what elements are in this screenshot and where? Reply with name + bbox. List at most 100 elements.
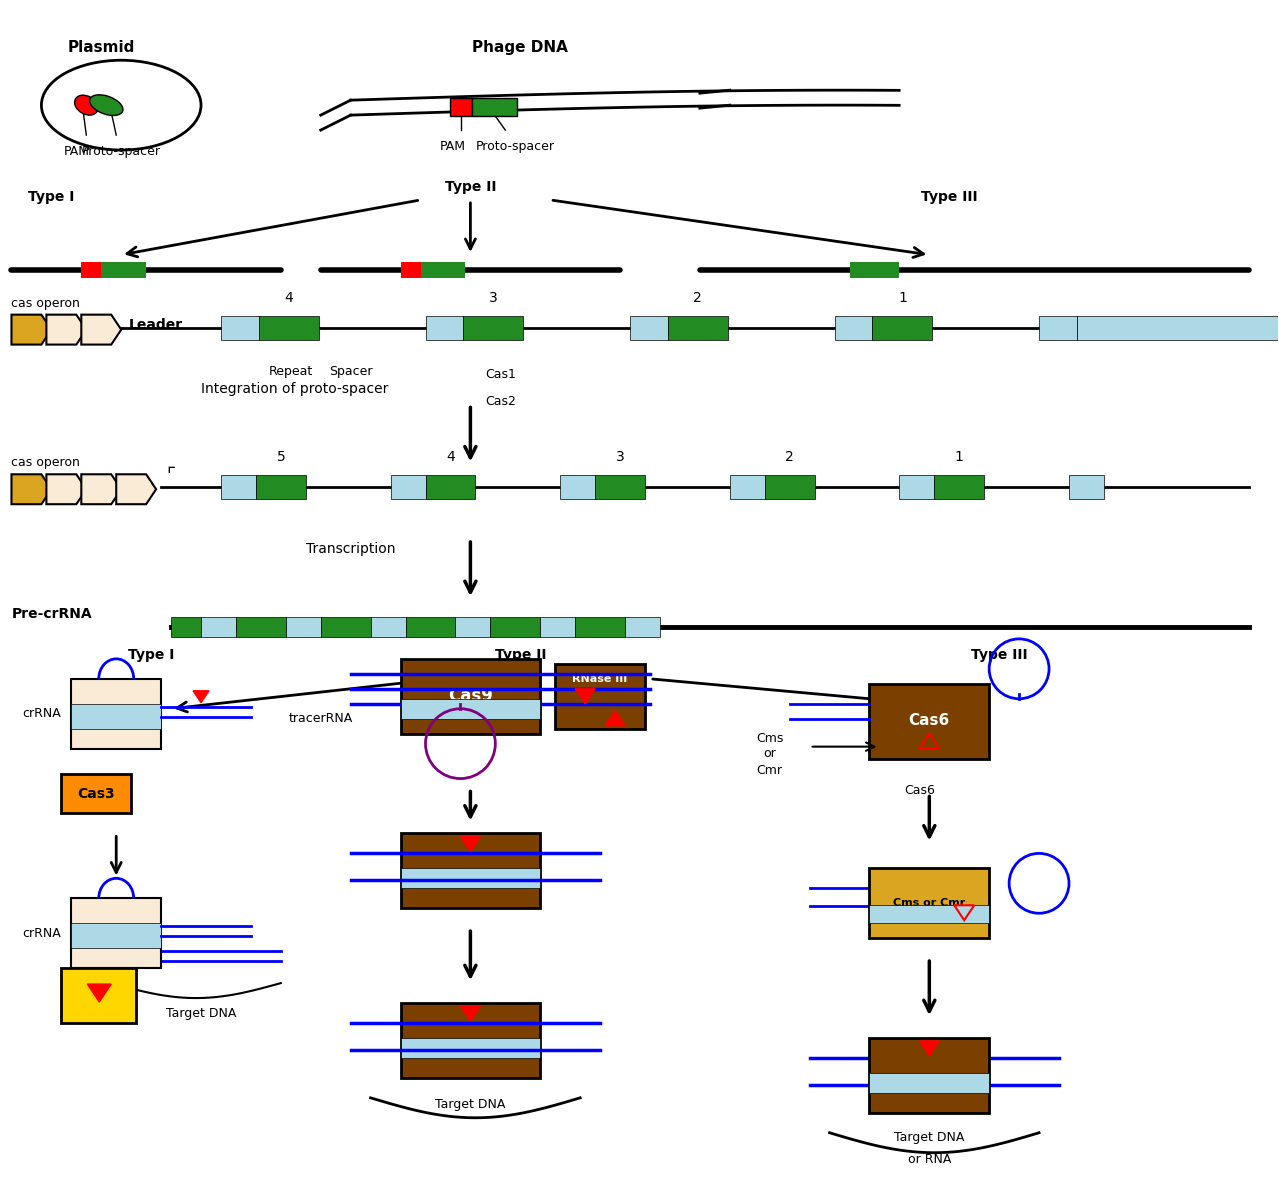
Text: Cas6: Cas6	[908, 713, 950, 728]
Ellipse shape	[74, 95, 98, 115]
Text: Repeat: Repeat	[269, 365, 313, 378]
FancyBboxPatch shape	[426, 315, 463, 340]
FancyBboxPatch shape	[834, 315, 872, 340]
Text: PAM: PAM	[64, 145, 90, 158]
FancyBboxPatch shape	[221, 476, 256, 499]
Text: Leader: Leader	[129, 317, 183, 332]
FancyBboxPatch shape	[72, 704, 161, 729]
FancyBboxPatch shape	[426, 476, 476, 499]
FancyBboxPatch shape	[1077, 315, 1279, 340]
FancyBboxPatch shape	[400, 262, 421, 278]
Polygon shape	[193, 691, 208, 703]
Text: Cms or Cmr: Cms or Cmr	[893, 898, 966, 908]
Text: Type III: Type III	[921, 190, 977, 205]
FancyBboxPatch shape	[540, 617, 576, 637]
Text: Cas6: Cas6	[904, 784, 935, 797]
FancyBboxPatch shape	[400, 659, 540, 734]
FancyBboxPatch shape	[472, 99, 517, 117]
Polygon shape	[82, 474, 122, 504]
FancyBboxPatch shape	[72, 679, 161, 749]
Text: RNase III: RNase III	[573, 674, 628, 684]
Polygon shape	[460, 836, 481, 851]
Text: Cmr: Cmr	[757, 765, 783, 778]
FancyBboxPatch shape	[171, 617, 201, 637]
FancyBboxPatch shape	[631, 315, 668, 340]
Polygon shape	[46, 315, 86, 345]
FancyBboxPatch shape	[400, 1038, 540, 1058]
Text: 1: 1	[898, 290, 907, 304]
FancyBboxPatch shape	[72, 923, 161, 948]
FancyBboxPatch shape	[765, 476, 815, 499]
Polygon shape	[576, 688, 595, 704]
FancyBboxPatch shape	[730, 476, 765, 499]
Text: 4: 4	[446, 451, 455, 465]
FancyBboxPatch shape	[101, 262, 146, 278]
Polygon shape	[87, 984, 111, 1002]
FancyBboxPatch shape	[870, 868, 989, 938]
Text: 5: 5	[276, 451, 285, 465]
Polygon shape	[12, 315, 51, 345]
Polygon shape	[605, 711, 625, 725]
Text: Spacer: Spacer	[329, 365, 372, 378]
FancyBboxPatch shape	[899, 476, 935, 499]
FancyBboxPatch shape	[221, 315, 258, 340]
Text: 2: 2	[785, 451, 794, 465]
FancyBboxPatch shape	[555, 663, 645, 729]
FancyBboxPatch shape	[595, 476, 645, 499]
Text: Type III: Type III	[971, 648, 1027, 662]
FancyBboxPatch shape	[849, 262, 899, 278]
Polygon shape	[46, 474, 86, 504]
Text: Pre-crRNA: Pre-crRNA	[12, 606, 92, 621]
FancyBboxPatch shape	[72, 898, 161, 968]
FancyBboxPatch shape	[400, 699, 540, 718]
Text: 1: 1	[955, 451, 963, 465]
Text: Transcription: Transcription	[306, 542, 395, 556]
Text: Type II: Type II	[445, 180, 496, 194]
Text: Plasmid: Plasmid	[68, 40, 136, 56]
Polygon shape	[460, 1006, 481, 1021]
FancyBboxPatch shape	[61, 968, 136, 1023]
FancyBboxPatch shape	[625, 617, 660, 637]
Text: Cms: Cms	[756, 732, 783, 746]
FancyBboxPatch shape	[201, 617, 235, 637]
Text: cas operon: cas operon	[12, 297, 81, 309]
Polygon shape	[12, 474, 51, 504]
Text: crRNA: crRNA	[23, 707, 61, 721]
Text: Type I: Type I	[128, 648, 174, 662]
FancyBboxPatch shape	[400, 868, 540, 888]
Text: Proto-spacer: Proto-spacer	[476, 140, 555, 153]
FancyBboxPatch shape	[390, 476, 426, 499]
FancyBboxPatch shape	[870, 1072, 989, 1093]
Text: PAM: PAM	[440, 140, 466, 153]
Ellipse shape	[90, 95, 123, 115]
Text: Target DNA: Target DNA	[894, 1131, 964, 1144]
Text: $\ulcorner$: $\ulcorner$	[166, 465, 177, 484]
Text: Proto-spacer: Proto-spacer	[82, 145, 161, 158]
Text: Cas1: Cas1	[485, 369, 517, 380]
Text: Phage DNA: Phage DNA	[472, 40, 568, 56]
Text: crRNA: crRNA	[23, 926, 61, 939]
Text: tracerRNA: tracerRNA	[289, 712, 353, 725]
FancyBboxPatch shape	[576, 617, 625, 637]
Polygon shape	[116, 474, 156, 504]
FancyBboxPatch shape	[870, 684, 989, 759]
FancyBboxPatch shape	[1039, 315, 1077, 340]
Text: Target DNA: Target DNA	[166, 1007, 237, 1019]
FancyBboxPatch shape	[935, 476, 985, 499]
FancyBboxPatch shape	[872, 315, 932, 340]
FancyBboxPatch shape	[258, 315, 318, 340]
Polygon shape	[920, 1040, 939, 1056]
FancyBboxPatch shape	[870, 1038, 989, 1113]
Text: 2: 2	[693, 290, 702, 304]
Text: Integration of proto-spacer: Integration of proto-spacer	[201, 383, 389, 396]
Text: cas operon: cas operon	[12, 457, 81, 470]
Text: Target DNA: Target DNA	[435, 1097, 505, 1111]
FancyBboxPatch shape	[371, 617, 405, 637]
FancyBboxPatch shape	[256, 476, 306, 499]
Polygon shape	[82, 315, 122, 345]
FancyBboxPatch shape	[321, 617, 371, 637]
FancyBboxPatch shape	[463, 315, 523, 340]
Text: Cas2: Cas2	[485, 395, 517, 408]
FancyBboxPatch shape	[82, 262, 101, 278]
FancyBboxPatch shape	[400, 833, 540, 908]
